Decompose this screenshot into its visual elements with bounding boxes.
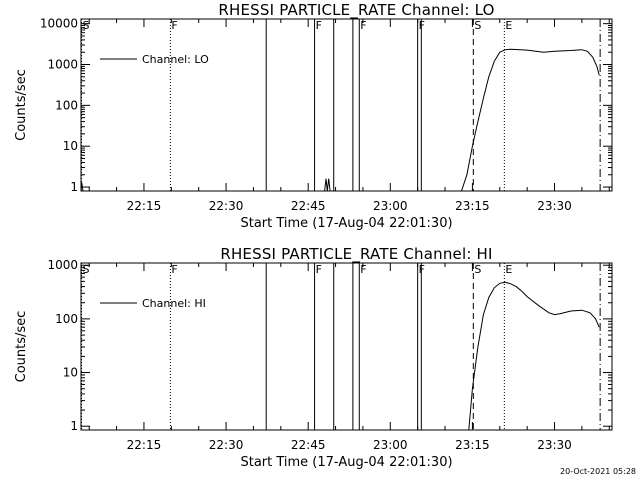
x-tick-label: 23:30 xyxy=(537,438,572,452)
y-tick-label: 10 xyxy=(63,366,78,380)
legend-label: Channel: LO xyxy=(142,53,209,66)
plot-frame xyxy=(80,262,613,431)
event-marker-label: F xyxy=(360,263,366,276)
x-tick-label: 23:00 xyxy=(373,199,408,213)
y-tick-label: 100 xyxy=(55,312,78,326)
y-tick-label: 1 xyxy=(70,419,78,433)
series-line xyxy=(80,182,84,192)
event-marker-label: E xyxy=(505,263,512,276)
event-marker-label: S xyxy=(474,263,481,276)
chart-panel-lo: RHESSI PARTICLE_RATE Channel: LO Start Ti… xyxy=(14,1,613,231)
y-tick-label: 1 xyxy=(70,180,78,194)
footer-timestamp: 20-Oct-2021 05:28 xyxy=(560,467,636,476)
x-tick-label: 22:15 xyxy=(127,199,162,213)
event-marker-label: F xyxy=(419,19,425,32)
legend-label: Channel: HI xyxy=(142,297,206,310)
chart-panel-hi: RHESSI PARTICLE_RATE Channel: HI Start Ti… xyxy=(14,245,613,470)
event-marker-label: S xyxy=(83,19,90,32)
y-axis-title: Counts/sec xyxy=(14,311,29,383)
x-tick-label: 22:15 xyxy=(127,438,162,452)
x-axis-title: Start Time (17-Aug-04 22:01:30) xyxy=(240,216,452,231)
event-marker-label: F xyxy=(360,19,366,32)
event-marker-label: F xyxy=(171,19,177,32)
event-marker-label: F xyxy=(316,263,322,276)
x-axis-title: Start Time (17-Aug-04 22:01:30) xyxy=(240,455,452,470)
event-marker-label: F xyxy=(171,263,177,276)
x-tick-label: 23:15 xyxy=(455,438,490,452)
x-tick-label: 23:15 xyxy=(455,199,490,213)
y-tick-label: 100 xyxy=(55,98,78,112)
event-marker-label: S xyxy=(474,19,481,32)
series-line xyxy=(324,178,331,192)
x-tick-label: 22:45 xyxy=(291,438,326,452)
series-line xyxy=(461,48,600,192)
y-tick-label: 1000 xyxy=(47,58,78,72)
x-tick-label: 22:30 xyxy=(209,199,244,213)
plot-frame xyxy=(80,18,613,192)
x-tick-label: 22:45 xyxy=(291,199,326,213)
series-line xyxy=(468,281,600,431)
chart-title: RHESSI PARTICLE_RATE Channel: HI xyxy=(220,245,492,264)
x-tick-label: 23:30 xyxy=(537,199,572,213)
event-marker-label: F xyxy=(316,19,322,32)
y-tick-label: 1000 xyxy=(47,258,78,272)
event-marker-label: E xyxy=(505,19,512,32)
y-tick-label: 10000 xyxy=(40,17,78,31)
x-tick-label: 23:00 xyxy=(373,438,408,452)
y-tick-label: 10 xyxy=(63,139,78,153)
x-tick-label: 22:30 xyxy=(209,438,244,452)
y-axis-title: Counts/sec xyxy=(14,69,29,141)
event-marker-label: S xyxy=(83,263,90,276)
chart-title: RHESSI PARTICLE_RATE Channel: LO xyxy=(218,1,494,20)
event-marker-label: F xyxy=(419,263,425,276)
